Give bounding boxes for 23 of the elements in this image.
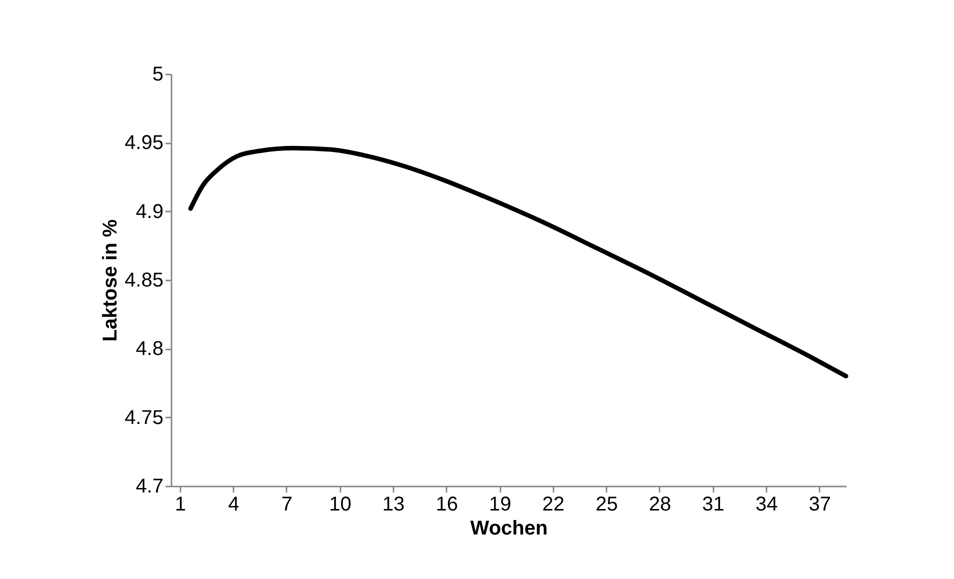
y-tick-label: 4.75: [124, 406, 164, 429]
x-tick-label: 10: [329, 494, 352, 516]
x-tick-label: 19: [488, 494, 512, 516]
y-tick-label: 5: [152, 64, 164, 86]
y-tick-label: 4.8: [136, 338, 164, 360]
y-tick-label: 4.9: [136, 200, 164, 223]
x-tick-label: 31: [702, 494, 724, 516]
x-tick-label: 37: [808, 494, 831, 516]
x-tick-label: 4: [228, 494, 240, 516]
x-tick-label: 7: [281, 494, 293, 516]
x-tick-label: 34: [755, 494, 778, 516]
y-tick-label: 4.95: [124, 132, 164, 154]
x-tick-label: 25: [596, 494, 618, 516]
x-axis-title: Wochen: [470, 518, 548, 540]
x-tick-label: 13: [382, 494, 405, 516]
y-axis-title: Laktose in %: [100, 219, 122, 342]
y-tick-label: 4.7: [136, 476, 164, 498]
x-tick-label: 22: [542, 494, 565, 516]
x-tick-label: 28: [648, 494, 672, 516]
x-tick-label: 1: [174, 494, 186, 516]
y-tick-label: 4.85: [124, 270, 164, 292]
x-tick-label: 16: [436, 494, 458, 516]
line-series: [188, 146, 848, 378]
